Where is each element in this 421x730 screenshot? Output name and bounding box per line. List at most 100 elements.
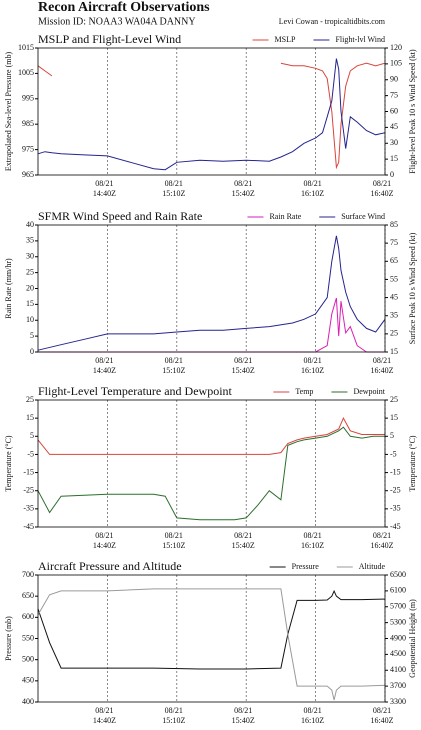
y-tick-label: 35	[26, 236, 34, 245]
x-tick-label: 16:40Z	[370, 366, 393, 375]
y2-tick-label: 0	[390, 170, 394, 179]
chart-title: MSLP and Flight-Level Wind	[38, 32, 181, 46]
y-axis-label: Rain Rate (mm/hr)	[4, 258, 13, 319]
x-tick-date: 08/21	[234, 706, 252, 715]
x-tick-date: 08/21	[95, 531, 113, 540]
x-tick-label: 16:10Z	[301, 541, 324, 550]
x-tick-date: 08/21	[373, 706, 391, 715]
y2-tick-label: 4500	[390, 649, 406, 658]
x-tick-label: 14:40Z	[93, 189, 116, 198]
y-axis-label: Pressure (mb)	[4, 616, 13, 661]
legend-label: Dewpoint	[353, 387, 385, 396]
y-tick-label: 975	[22, 144, 34, 153]
legend-label: Surface Wind	[341, 212, 385, 221]
y-tick-label: 700	[22, 570, 34, 579]
legend-label: MSLP	[275, 35, 296, 44]
plot-frame	[37, 574, 386, 703]
x-tick-date: 08/21	[303, 356, 321, 365]
y2-tick-label: 45	[390, 292, 398, 301]
y-tick-label: 985	[22, 119, 34, 128]
y-tick-label: 600	[22, 612, 34, 621]
y2-tick-label: 15	[390, 413, 398, 422]
y2-tick-label: -35	[390, 504, 401, 513]
y2-tick-label: -5	[390, 449, 397, 458]
plot-frame	[37, 399, 386, 528]
y-tick-label: -35	[23, 504, 34, 513]
y-tick-label: -45	[23, 522, 34, 531]
y-tick-label: 1005	[18, 68, 34, 77]
y2-tick-label: 90	[390, 75, 398, 84]
y2-axis-label: Flight-level Peak 10 s Wind Speed (kt)	[408, 49, 417, 174]
y2-tick-label: 5300	[390, 617, 406, 626]
y-tick-label: 650	[22, 591, 34, 600]
mission-id: Mission ID: NOAA3 WA04A DANNY	[38, 16, 196, 27]
y2-tick-label: 3700	[390, 681, 406, 690]
y-tick-label: 1015	[18, 43, 34, 52]
y2-tick-label: 4900	[390, 633, 406, 642]
plot-frame	[37, 47, 386, 176]
series-line	[37, 62, 386, 170]
x-tick-date: 08/21	[165, 356, 183, 365]
y2-tick-label: 5	[390, 431, 394, 440]
legend-label: Rain Rate	[269, 212, 301, 221]
x-tick-label: 15:10Z	[162, 541, 185, 550]
chart-title: Aircraft Pressure and Altitude	[38, 559, 182, 573]
x-tick-label: 15:10Z	[162, 189, 185, 198]
x-tick-date: 08/21	[234, 356, 252, 365]
x-tick-label: 16:10Z	[301, 366, 324, 375]
y-tick-label: -15	[23, 467, 34, 476]
x-tick-label: 15:10Z	[162, 716, 185, 725]
x-tick-date: 08/21	[303, 531, 321, 540]
y-tick-label: -5	[27, 449, 34, 458]
y-axis-label: Temperature (°C)	[4, 435, 13, 492]
series-line	[37, 426, 385, 521]
page-title: Recon Aircraft Observations	[38, 0, 210, 15]
y-tick-label: 995	[22, 94, 34, 103]
x-tick-label: 16:40Z	[370, 541, 393, 550]
y-tick-label: 450	[22, 676, 34, 685]
y-tick-label: 10	[26, 315, 34, 324]
x-tick-date: 08/21	[165, 179, 183, 188]
y-tick-label: 550	[22, 633, 34, 642]
x-tick-label: 16:40Z	[370, 716, 393, 725]
y-tick-label: 15	[26, 413, 34, 422]
x-tick-date: 08/21	[95, 706, 113, 715]
y2-tick-label: 3300	[390, 697, 406, 706]
legend-label: Pressure	[292, 562, 320, 571]
legend-label: Temp	[295, 387, 313, 396]
y2-tick-label: 105	[390, 59, 402, 68]
y-tick-label: 30	[26, 252, 34, 261]
x-tick-label: 15:10Z	[162, 366, 185, 375]
y2-tick-label: 60	[390, 106, 398, 115]
series-line	[37, 58, 386, 171]
legend-label: Altitude	[359, 562, 386, 571]
chart-title: SFMR Wind Speed and Rain Rate	[38, 209, 202, 223]
x-tick-label: 14:40Z	[93, 366, 116, 375]
y2-tick-label: 35	[390, 311, 398, 320]
y2-tick-label: 15	[390, 347, 398, 356]
x-tick-label: 16:40Z	[370, 189, 393, 198]
y2-tick-label: -25	[390, 486, 401, 495]
x-tick-date: 08/21	[95, 356, 113, 365]
y-tick-label: 5	[30, 331, 34, 340]
y-tick-label: -25	[23, 486, 34, 495]
x-tick-date: 08/21	[95, 179, 113, 188]
plot-frame	[37, 224, 386, 353]
x-tick-date: 08/21	[303, 706, 321, 715]
x-tick-date: 08/21	[303, 179, 321, 188]
y-tick-label: 40	[26, 220, 34, 229]
y2-tick-label: 25	[390, 395, 398, 404]
y2-tick-label: 120	[390, 43, 402, 52]
credit: Levi Cowan - tropicaltidbits.com	[279, 17, 386, 26]
series-line	[37, 416, 385, 455]
y2-tick-label: 6500	[390, 570, 406, 579]
y2-axis-label: Surface Peak 10 s Wind Speed (kt)	[408, 232, 417, 344]
x-tick-date: 08/21	[165, 531, 183, 540]
y-tick-label: 20	[26, 283, 34, 292]
series-line	[37, 589, 386, 670]
y2-tick-label: 85	[390, 220, 398, 229]
y-tick-label: 5	[30, 431, 34, 440]
x-tick-label: 15:40Z	[232, 189, 255, 198]
